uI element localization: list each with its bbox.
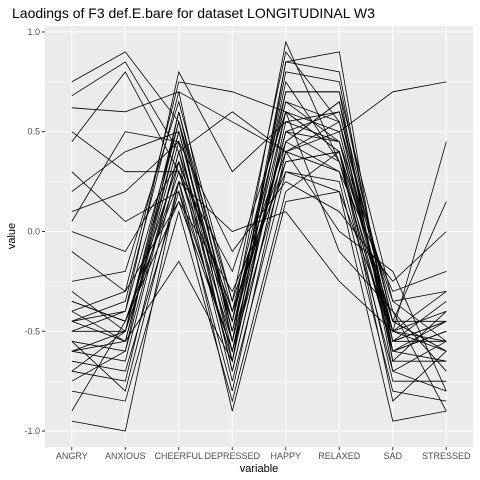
y-tick-label: -1.0 bbox=[24, 426, 40, 436]
y-tick-label: 0.5 bbox=[27, 127, 40, 137]
x-tick-label: HAPPY bbox=[270, 451, 301, 461]
y-tick-label: -0.5 bbox=[24, 326, 40, 336]
y-tick-label: 0.0 bbox=[27, 227, 40, 237]
x-tick-label: SAD bbox=[383, 451, 402, 461]
x-tick-label: ANXIOUS bbox=[105, 451, 146, 461]
x-axis-label: variable bbox=[240, 463, 279, 475]
x-tick-label: DEPRESSED bbox=[204, 451, 260, 461]
chart-title: Laodings of F3 def.E.bare for dataset LO… bbox=[12, 5, 375, 21]
x-tick-label: ANGRY bbox=[56, 451, 88, 461]
x-tick-label: RELAXED bbox=[318, 451, 361, 461]
y-tick-label: 1.0 bbox=[27, 27, 40, 37]
x-tick-label: CHEERFUL bbox=[154, 451, 203, 461]
y-axis-label: value bbox=[6, 223, 18, 249]
x-tick-label: STRESSED bbox=[422, 451, 471, 461]
